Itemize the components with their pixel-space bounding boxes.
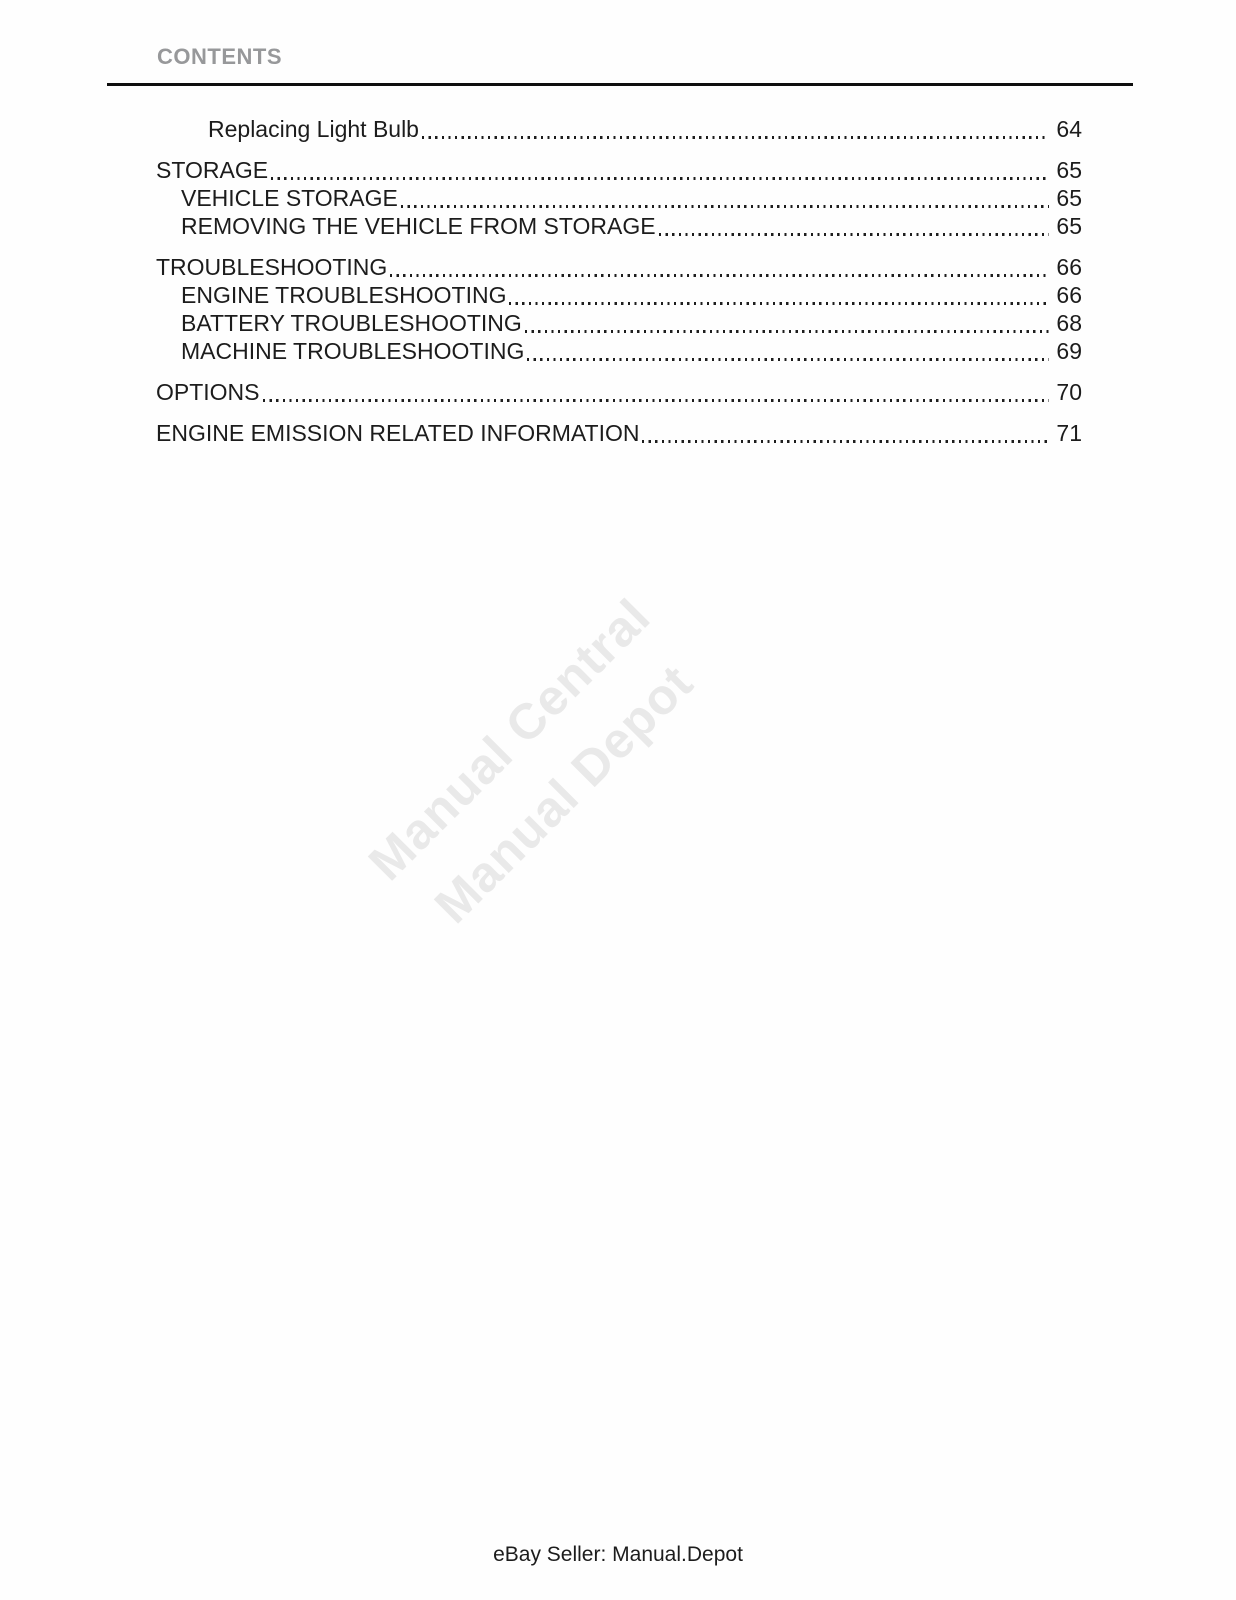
toc-page-number: 70: [1056, 379, 1082, 405]
toc-dot-leader: [524, 330, 1050, 333]
page-title: CONTENTS: [157, 44, 282, 69]
toc-dot-leader: [271, 177, 1050, 180]
toc-entry: ENGINE EMISSION RELATED INFORMATION 71: [156, 419, 1082, 447]
toc-entry-label: OPTIONS: [156, 379, 260, 405]
toc-entry-label: REMOVING THE VEHICLE FROM STORAGE: [181, 213, 656, 239]
toc-entry: REMOVING THE VEHICLE FROM STORAGE 65: [156, 212, 1082, 240]
toc-page-number: 64: [1056, 116, 1082, 142]
watermark: Manual Central Manual Depot: [263, 493, 810, 1040]
toc-dot-leader: [400, 205, 1050, 208]
toc-page-number: 66: [1056, 282, 1082, 308]
toc-dot-leader: [527, 358, 1050, 361]
toc-entry: MACHINE TROUBLESHOOTING 69: [156, 337, 1082, 365]
toc-page-number: 71: [1056, 420, 1082, 446]
watermark-line: Manual Depot: [423, 653, 704, 934]
toc-page-number: 65: [1056, 213, 1082, 239]
toc-entry: ENGINE TROUBLESHOOTING 66: [156, 281, 1082, 309]
toc-page-number: 65: [1056, 157, 1082, 183]
watermark-line: Manual Central: [357, 587, 661, 891]
footer-seller-text: eBay Seller: Manual.Depot: [493, 1543, 743, 1566]
toc-entry: TROUBLESHOOTING 66: [156, 253, 1082, 281]
header-divider: [107, 83, 1133, 86]
toc-dot-leader: [390, 274, 1050, 277]
toc-page-number: 66: [1056, 254, 1082, 280]
toc-entry-label: TROUBLESHOOTING: [156, 254, 388, 280]
toc-page-number: 69: [1056, 338, 1082, 364]
table-of-contents: Replacing Light Bulb 64 STORAGE 65 VEHICLE S…: [156, 115, 1082, 447]
toc-entry: OPTIONS 70: [156, 378, 1082, 406]
toc-entry: BATTERY TROUBLESHOOTING 68: [156, 309, 1082, 337]
toc-page-number: 68: [1056, 310, 1082, 336]
toc-entry: VEHICLE STORAGE 65: [156, 184, 1082, 212]
toc-entry-label: VEHICLE STORAGE: [181, 185, 398, 211]
toc-entry-label: BATTERY TROUBLESHOOTING: [181, 310, 522, 336]
toc-dot-leader: [642, 440, 1050, 443]
toc-dot-leader: [509, 302, 1050, 305]
toc-entry-label: ENGINE TROUBLESHOOTING: [181, 282, 507, 308]
toc-dot-leader: [658, 233, 1050, 236]
toc-entry: STORAGE 65: [156, 156, 1082, 184]
toc-entry-label: ENGINE EMISSION RELATED INFORMATION: [156, 420, 640, 446]
toc-entry-label: MACHINE TROUBLESHOOTING: [181, 338, 525, 364]
toc-entry-label: Replacing Light Bulb: [208, 116, 419, 142]
toc-entry: Replacing Light Bulb 64: [156, 115, 1082, 143]
toc-entry-label: STORAGE: [156, 157, 269, 183]
toc-page-number: 65: [1056, 185, 1082, 211]
toc-dot-leader: [421, 136, 1050, 139]
toc-dot-leader: [262, 399, 1050, 402]
